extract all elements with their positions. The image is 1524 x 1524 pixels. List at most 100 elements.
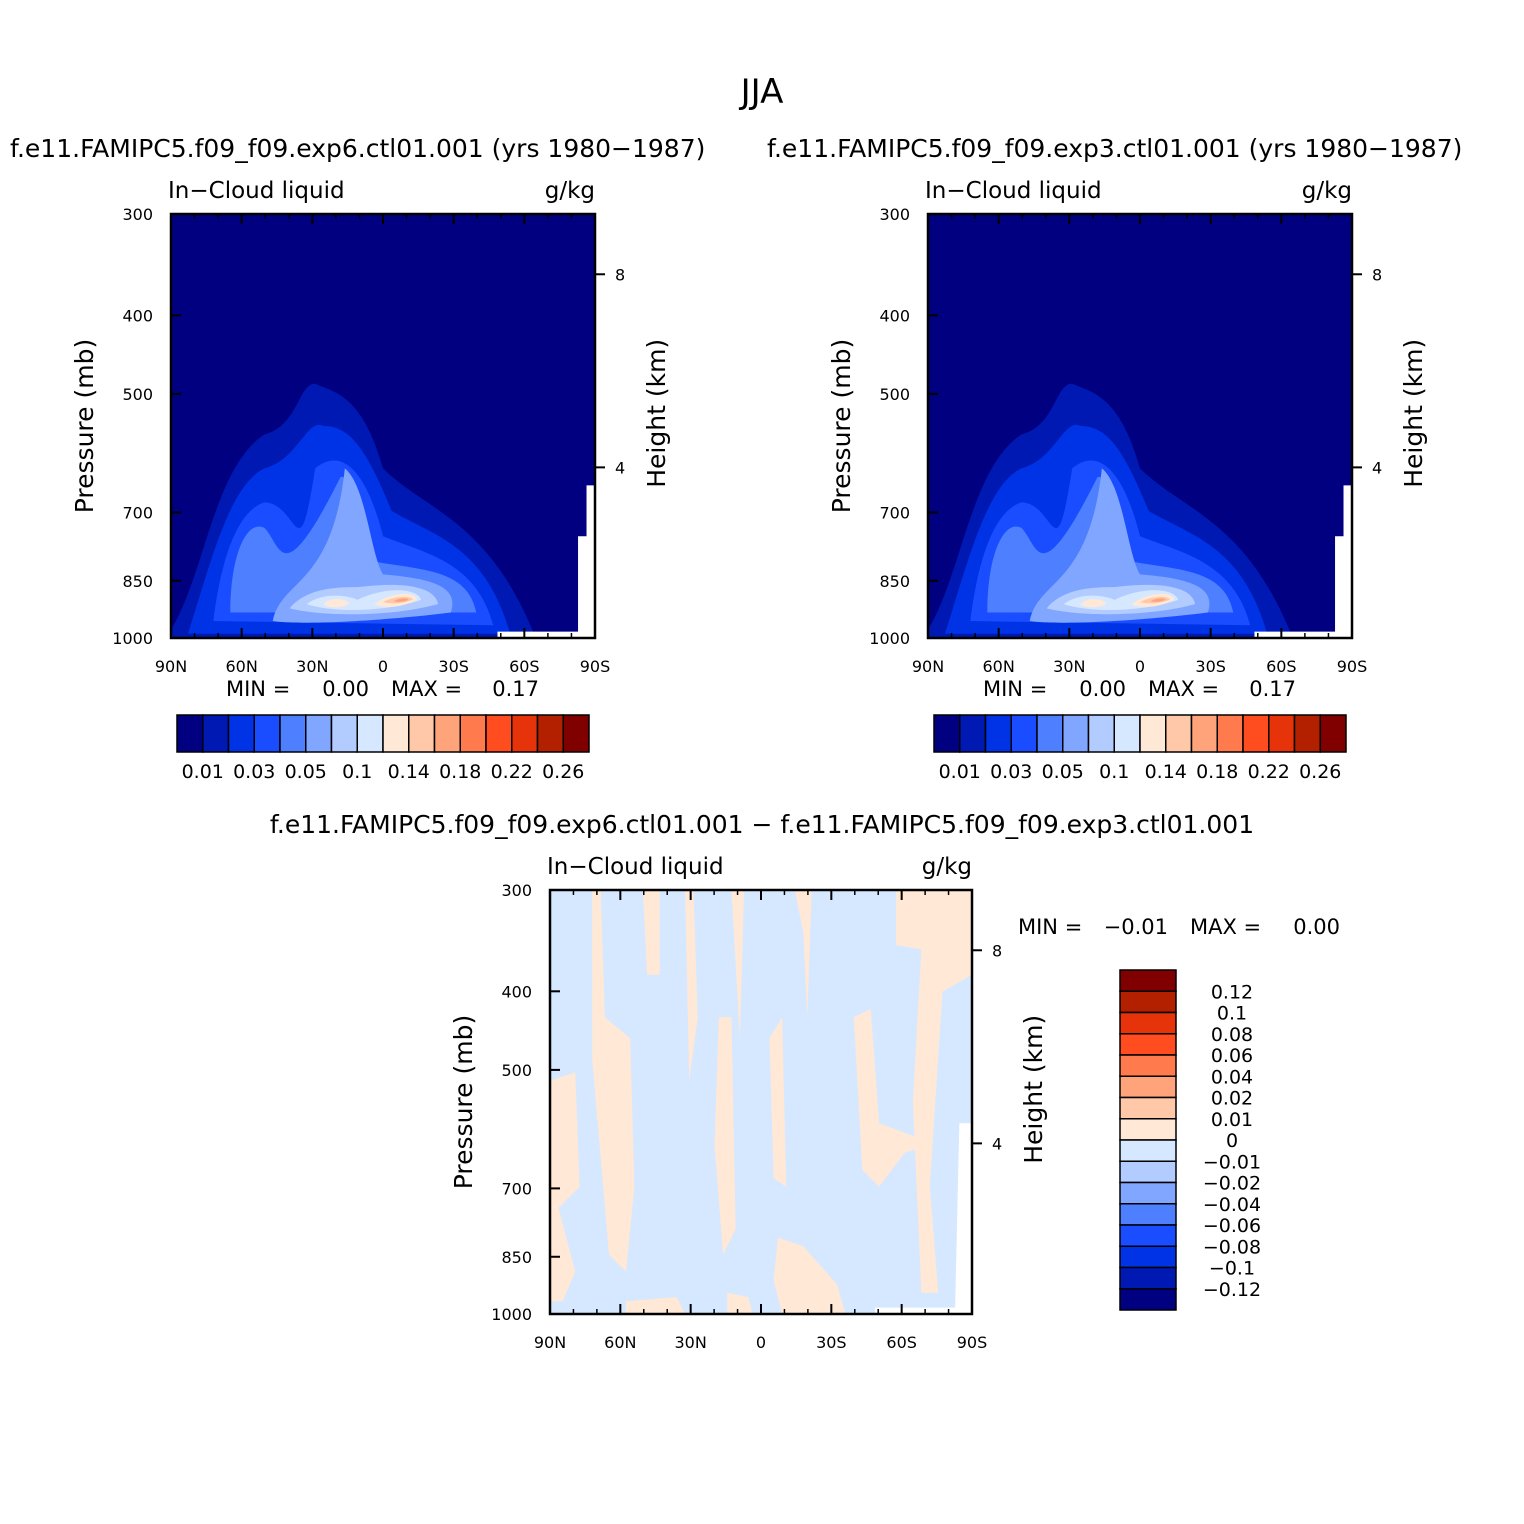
y-tick-label: 1000: [491, 1305, 532, 1324]
x-tick-label: 60N: [226, 657, 258, 676]
x-tick-label: 60S: [1266, 657, 1297, 676]
x-tick-label: 30S: [438, 657, 469, 676]
min-value: −0.01: [1104, 915, 1168, 939]
x-tick-label: 60S: [509, 657, 540, 676]
figure-title: JJA: [740, 72, 784, 112]
positive-anomaly-8: [773, 1237, 846, 1314]
colorbar-swatch: [1119, 1033, 1177, 1056]
y-tick-label: 500: [122, 385, 153, 404]
colorbar-swatch: [1119, 1160, 1177, 1184]
y2-tick-label: 8: [615, 265, 625, 284]
colorbar-label: 0.01: [939, 761, 981, 783]
colorbar-label: 0.22: [491, 761, 533, 783]
y-tick-label: 1000: [869, 629, 910, 648]
min-value: 0.00: [1079, 677, 1126, 701]
x-tick-label: 60N: [604, 1333, 636, 1352]
colorbar-swatch: [1165, 714, 1193, 753]
variable-label: In−Cloud liquid: [168, 178, 345, 204]
min-value: 0.00: [322, 677, 369, 701]
y-axis-label: Pressure (mb): [827, 339, 856, 513]
y-tick-label: 700: [501, 1179, 532, 1198]
y-tick-label: 1000: [112, 629, 153, 648]
y-axis-label: Pressure (mb): [449, 1015, 478, 1189]
y-tick-label: 300: [879, 205, 910, 224]
colorbar-swatch: [1119, 1288, 1177, 1311]
y-axis-label: Pressure (mb): [70, 339, 99, 513]
positive-anomaly-6: [731, 890, 745, 1039]
positive-anomaly-5: [714, 1017, 736, 1255]
colorbar-label: 0.01: [182, 761, 224, 783]
positive-anomaly-10: [853, 1008, 930, 1187]
positive-anomaly-4: [685, 890, 698, 1081]
case-title-1: f.e11.FAMIPC5.f09_f09.exp6.ctl01.001 (yr…: [10, 134, 706, 163]
colorbar-swatch: [1119, 1011, 1177, 1035]
colorbar-swatch: [1119, 1118, 1177, 1141]
y2-tick-label: 4: [1372, 458, 1382, 477]
max-label: MAX =: [1148, 677, 1219, 701]
y2-tick-label: 4: [992, 1134, 1002, 1153]
colorbar-swatch: [1119, 1203, 1177, 1226]
colorbar-swatch: [1119, 1139, 1177, 1162]
missing-data-region: [497, 485, 595, 638]
colorbar-label: 0: [1226, 1130, 1238, 1152]
positive-anomaly-9: [794, 890, 812, 1018]
contour-level-5: [1029, 468, 1210, 623]
y-tick-label: 500: [501, 1061, 532, 1080]
colorbar-label: 0.01: [1211, 1109, 1253, 1131]
colorbar-label: 0.03: [233, 761, 275, 783]
y2-tick-label: 8: [1372, 265, 1382, 284]
colorbar-label: 0.1: [342, 761, 372, 783]
colorbar-swatch: [933, 714, 961, 753]
colorbar-swatch: [1010, 714, 1038, 753]
contour-level-10: [1150, 598, 1166, 602]
colorbar-swatch: [1119, 990, 1177, 1014]
variable-label: In−Cloud liquid: [547, 854, 724, 880]
contour-level-5: [272, 468, 453, 623]
positive-anomaly-13: [727, 1292, 753, 1314]
x-tick-label: 90N: [912, 657, 944, 676]
colorbar-label: 0.26: [542, 761, 584, 783]
colorbar-swatch: [1119, 1096, 1177, 1120]
colorbar-label: 0.18: [1196, 761, 1238, 783]
colorbar-swatch: [536, 714, 564, 753]
colorbar-swatch: [176, 714, 204, 753]
colorbar-swatch: [1087, 714, 1115, 753]
max-label: MAX =: [391, 677, 462, 701]
y-tick-label: 400: [501, 982, 532, 1001]
min-label: MIN =: [983, 677, 1047, 701]
units-label: g/kg: [1302, 178, 1352, 204]
x-tick-label: 60N: [983, 657, 1015, 676]
units-label: g/kg: [545, 178, 595, 204]
colorbar-label: 0.05: [285, 761, 327, 783]
positive-anomaly-7: [769, 1017, 787, 1187]
max-value: 0.17: [492, 677, 539, 701]
x-tick-label: 0: [1135, 657, 1145, 676]
colorbar-swatch: [984, 714, 1012, 753]
y-tick-label: 300: [122, 205, 153, 224]
positive-anomaly-2: [592, 890, 635, 1272]
max-label: MAX =: [1190, 915, 1261, 939]
x-tick-label: 30S: [816, 1333, 847, 1352]
x-tick-label: 0: [378, 657, 388, 676]
colorbar-swatch: [433, 714, 461, 753]
x-tick-label: 60S: [886, 1333, 917, 1352]
colorbar-label: −0.01: [1203, 1151, 1261, 1173]
colorbar-swatch: [511, 714, 539, 753]
colorbar-label: 0.14: [1145, 761, 1187, 783]
x-tick-label: 90S: [957, 1333, 988, 1352]
y-tick-label: 500: [879, 385, 910, 404]
contour-level-8: [323, 593, 417, 608]
y-tick-label: 400: [879, 306, 910, 325]
x-tick-label: 0: [756, 1333, 766, 1352]
colorbar-swatch: [562, 714, 590, 753]
colorbar-swatch: [227, 714, 255, 753]
y-tick-label: 400: [122, 306, 153, 325]
y2-axis-label: Height (km): [1399, 339, 1428, 488]
positive-anomaly-1: [550, 1072, 580, 1302]
colorbar-swatch: [1190, 714, 1218, 753]
colorbar-swatch: [1139, 714, 1167, 753]
colorbar-label: 0.08: [1211, 1024, 1253, 1046]
diff-title: f.e11.FAMIPC5.f09_f09.exp6.ctl01.001 − f…: [269, 810, 1255, 839]
